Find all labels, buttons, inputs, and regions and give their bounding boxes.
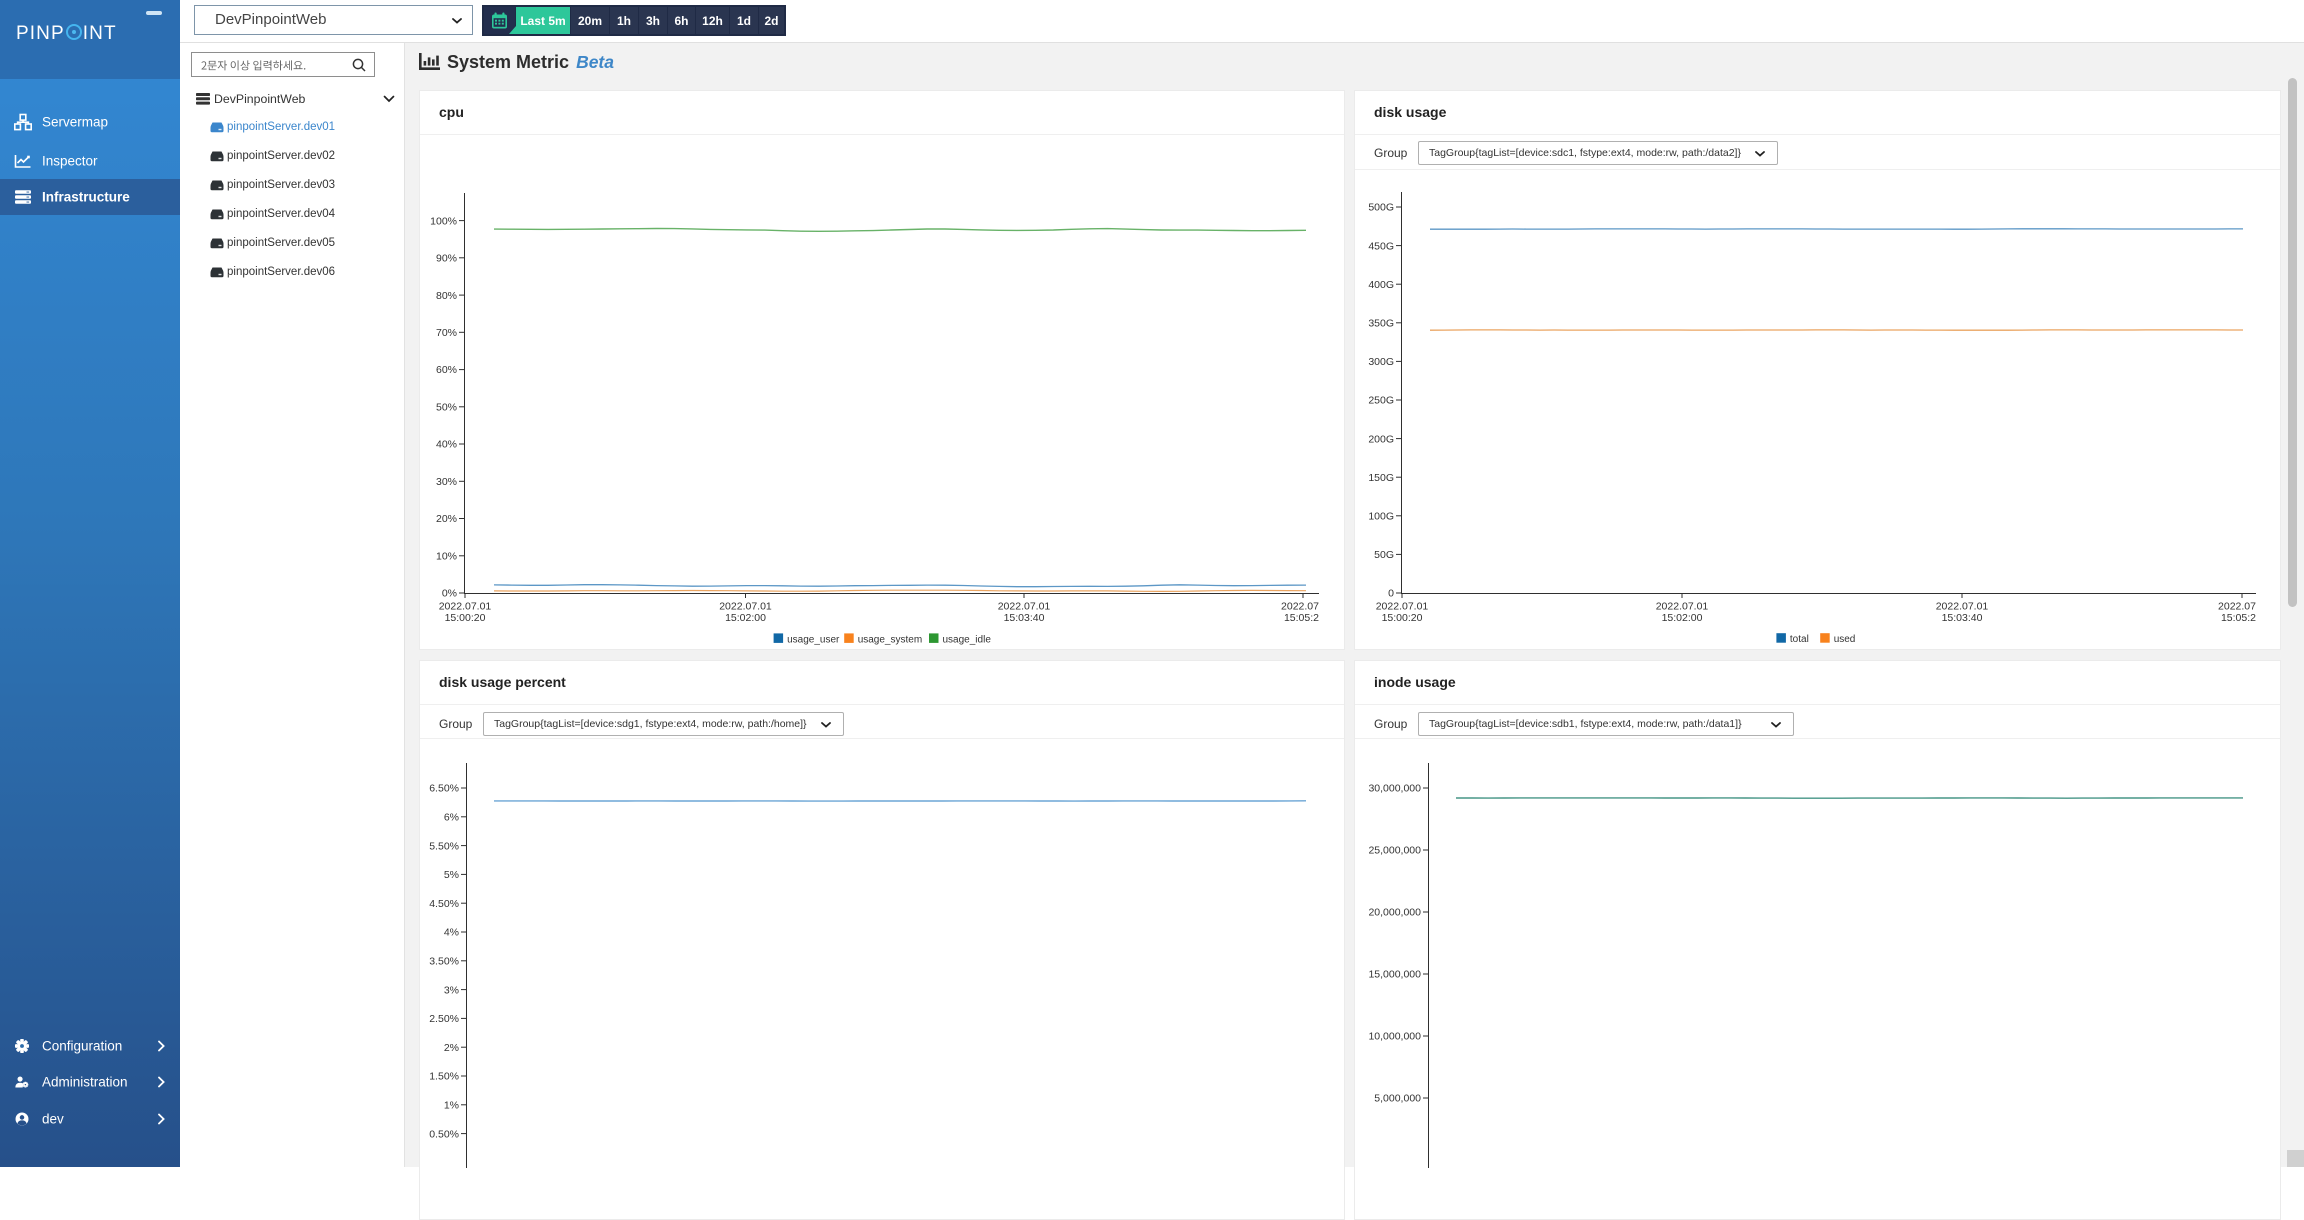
- svg-text:3.50%: 3.50%: [429, 956, 459, 968]
- svg-text:60%: 60%: [436, 364, 457, 376]
- svg-text:20%: 20%: [436, 513, 457, 525]
- svg-text:3%: 3%: [444, 984, 459, 996]
- svg-text:2022.07.01: 2022.07.01: [719, 601, 772, 613]
- svg-text:4%: 4%: [444, 927, 459, 939]
- svg-text:15,000,000: 15,000,000: [1368, 969, 1421, 981]
- svg-text:80%: 80%: [436, 290, 457, 302]
- svg-text:450G: 450G: [1368, 240, 1394, 252]
- svg-text:2022.07: 2022.07: [2218, 601, 2256, 613]
- svg-text:2022.07.01: 2022.07.01: [439, 601, 492, 613]
- svg-text:15:03:40: 15:03:40: [1004, 612, 1045, 624]
- svg-text:0%: 0%: [442, 588, 457, 600]
- svg-text:1.50%: 1.50%: [429, 1071, 459, 1083]
- svg-text:usage_user: usage_user: [787, 634, 840, 645]
- svg-text:1%: 1%: [444, 1100, 459, 1112]
- svg-text:15:05:2: 15:05:2: [2221, 612, 2256, 624]
- svg-text:2022.07.01: 2022.07.01: [1376, 601, 1429, 613]
- svg-text:300G: 300G: [1368, 356, 1394, 368]
- svg-text:40%: 40%: [436, 439, 457, 451]
- svg-text:100%: 100%: [430, 215, 457, 227]
- svg-text:50%: 50%: [436, 402, 457, 414]
- svg-text:15:02:00: 15:02:00: [1662, 612, 1703, 624]
- svg-text:15:00:20: 15:00:20: [445, 612, 486, 624]
- svg-text:used: used: [1834, 634, 1856, 645]
- svg-text:50G: 50G: [1374, 549, 1394, 561]
- svg-text:5%: 5%: [444, 869, 459, 881]
- svg-text:100G: 100G: [1368, 511, 1394, 523]
- svg-text:500G: 500G: [1368, 202, 1394, 214]
- svg-text:200G: 200G: [1368, 433, 1394, 445]
- svg-text:10,000,000: 10,000,000: [1368, 1031, 1421, 1043]
- svg-text:15:05:2: 15:05:2: [1284, 612, 1319, 624]
- svg-text:2022.07.01: 2022.07.01: [1936, 601, 1989, 613]
- svg-text:usage_system: usage_system: [858, 634, 922, 645]
- svg-text:10%: 10%: [436, 550, 457, 562]
- svg-text:usage_idle: usage_idle: [943, 634, 992, 645]
- svg-text:0: 0: [1388, 588, 1394, 600]
- svg-text:0.50%: 0.50%: [429, 1128, 459, 1140]
- svg-text:6.50%: 6.50%: [429, 783, 459, 795]
- svg-text:15:02:00: 15:02:00: [725, 612, 766, 624]
- svg-text:total: total: [1790, 634, 1809, 645]
- svg-text:2.50%: 2.50%: [429, 1013, 459, 1025]
- svg-text:20,000,000: 20,000,000: [1368, 907, 1421, 919]
- svg-text:2%: 2%: [444, 1042, 459, 1054]
- svg-text:350G: 350G: [1368, 318, 1394, 330]
- svg-text:70%: 70%: [436, 327, 457, 339]
- svg-text:30,000,000: 30,000,000: [1368, 783, 1421, 795]
- svg-text:250G: 250G: [1368, 395, 1394, 407]
- svg-text:5.50%: 5.50%: [429, 840, 459, 852]
- svg-text:2022.07.01: 2022.07.01: [998, 601, 1051, 613]
- svg-text:90%: 90%: [436, 253, 457, 265]
- svg-text:25,000,000: 25,000,000: [1368, 845, 1421, 857]
- svg-text:2022.07.01: 2022.07.01: [1656, 601, 1709, 613]
- svg-text:6%: 6%: [444, 812, 459, 824]
- svg-text:4.50%: 4.50%: [429, 898, 459, 910]
- svg-text:15:03:40: 15:03:40: [1942, 612, 1983, 624]
- svg-text:2022.07: 2022.07: [1281, 601, 1319, 613]
- svg-text:15:00:20: 15:00:20: [1382, 612, 1423, 624]
- svg-text:150G: 150G: [1368, 472, 1394, 484]
- svg-text:400G: 400G: [1368, 279, 1394, 291]
- svg-text:30%: 30%: [436, 476, 457, 488]
- svg-text:5,000,000: 5,000,000: [1374, 1093, 1421, 1105]
